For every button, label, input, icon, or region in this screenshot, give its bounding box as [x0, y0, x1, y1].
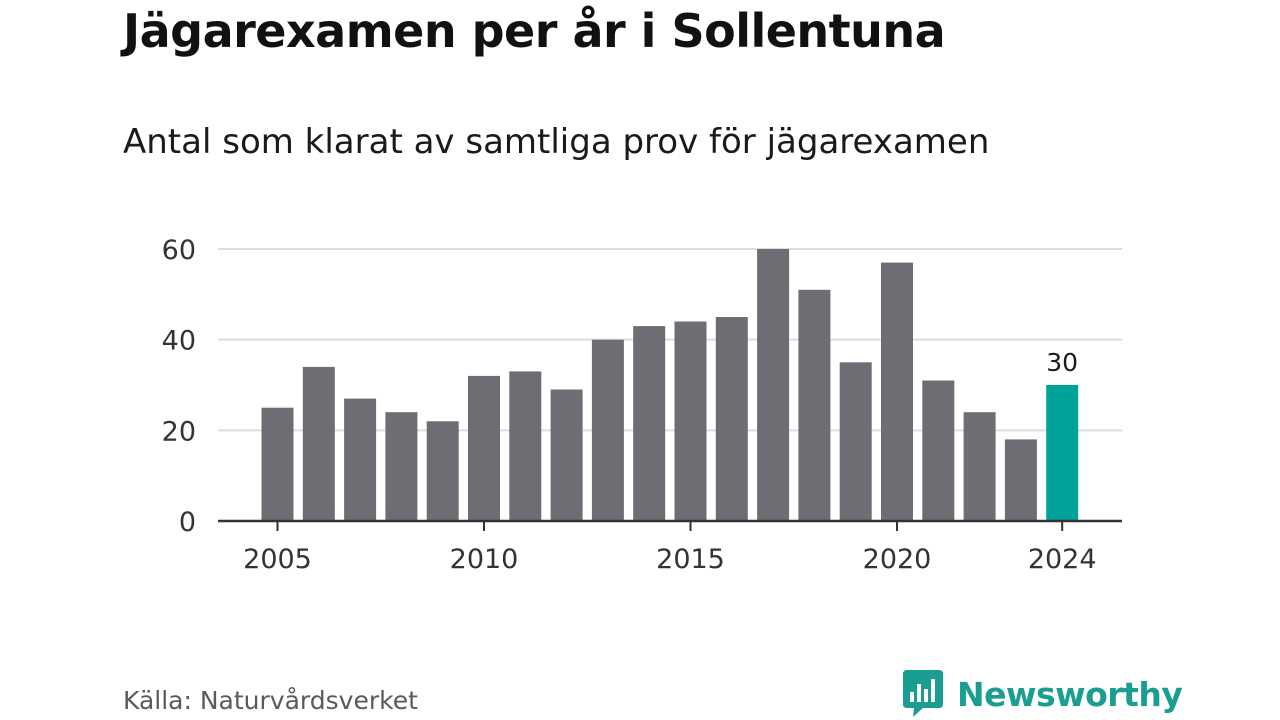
x-tick-label-2010: 2010	[450, 544, 519, 575]
bar-2015	[674, 321, 707, 521]
newsworthy-logo-icon	[903, 670, 943, 717]
bar-2022	[963, 412, 996, 521]
bar-2010	[468, 375, 500, 521]
bar-2023	[1004, 439, 1037, 521]
y-tick-label-0: 0	[179, 507, 196, 538]
bar-2007	[344, 398, 377, 521]
x-axis	[218, 519, 1122, 531]
x-tick-label-2024: 2024	[1028, 544, 1097, 575]
bar-2024	[1046, 385, 1079, 521]
bar-2020	[881, 262, 913, 521]
y-tick-label-20: 20	[162, 416, 196, 447]
bar-2014	[633, 326, 666, 521]
data-label-2024: 30	[1046, 348, 1078, 377]
data-labels: 30	[1046, 348, 1078, 377]
bar-2013	[591, 339, 624, 521]
bars	[261, 249, 1079, 521]
bar-2018	[798, 289, 831, 521]
brand-name: Newsworthy	[957, 674, 1183, 714]
bar-2008	[385, 412, 418, 521]
bar-2006	[302, 366, 335, 521]
y-axis-labels: 0 20 40 60	[162, 235, 196, 538]
bar-2012	[550, 389, 583, 521]
x-tick-label-2005: 2005	[243, 544, 312, 575]
bar-2011	[509, 371, 542, 521]
bar-2017	[757, 249, 790, 521]
bar-2021	[922, 380, 955, 521]
source-note: Källa: Naturvårdsverket	[123, 686, 418, 715]
x-tick-label-2020: 2020	[863, 544, 932, 575]
x-tick-label-2015: 2015	[656, 544, 725, 575]
bar-2016	[715, 317, 748, 521]
bar-2009	[426, 421, 459, 521]
chart-subtitle: Antal som klarat av samtliga prov för jä…	[123, 122, 990, 162]
newsworthy-brand: Newsworthy	[903, 670, 1183, 718]
chart-title: Jägarexamen per år i Sollentuna	[123, 4, 946, 58]
y-tick-label-60: 60	[162, 235, 196, 266]
x-axis-labels: 2005 2010 2015 2020 2024	[243, 544, 1096, 575]
bar-2005	[261, 407, 294, 521]
y-tick-label-40: 40	[162, 326, 196, 357]
bar-2019	[839, 362, 872, 521]
